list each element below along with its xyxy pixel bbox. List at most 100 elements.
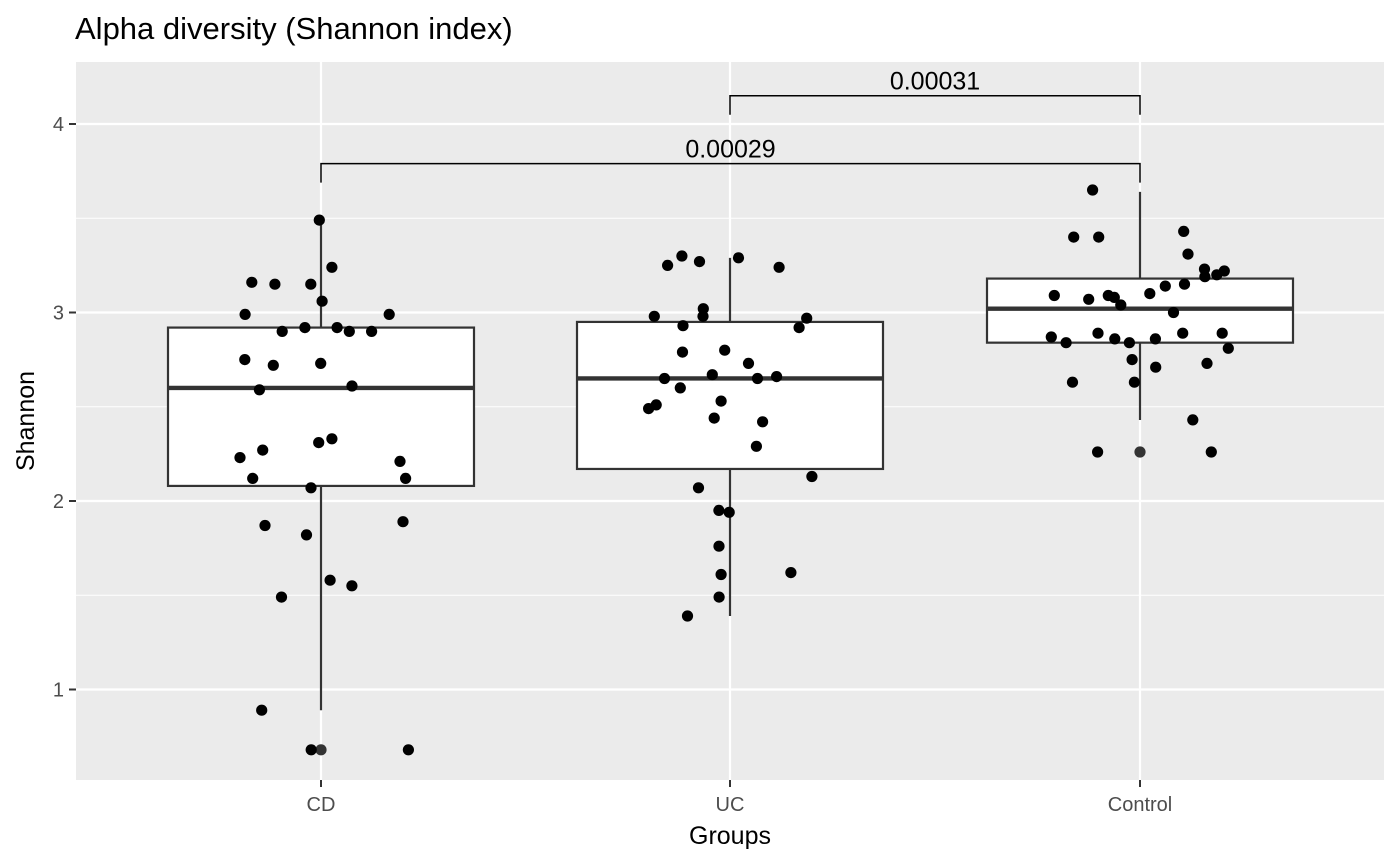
data-point [267, 359, 279, 371]
data-point [247, 472, 259, 484]
data-point [1150, 361, 1162, 373]
data-point [1201, 357, 1213, 369]
data-point [676, 250, 688, 262]
data-point [1060, 337, 1072, 349]
data-point [1222, 342, 1234, 354]
data-point [1205, 446, 1217, 458]
x-tick-label: Control [1108, 794, 1172, 816]
data-point [1083, 293, 1095, 305]
bracket-uc-control: 0.00031 [729, 68, 1141, 115]
box-iqr [575, 320, 885, 471]
data-point [681, 610, 694, 622]
data-point [276, 325, 288, 337]
data-point [662, 259, 674, 271]
data-point [234, 452, 246, 464]
axes: 1 2 3 4 CD UC Control [53, 114, 1172, 816]
x-axis-title: Groups [689, 822, 771, 850]
data-point [246, 276, 258, 288]
box-control [985, 191, 1295, 458]
data-point [1087, 184, 1099, 196]
data-point [773, 261, 785, 273]
data-point [1092, 327, 1104, 339]
data-point [742, 357, 755, 369]
data-point [366, 325, 378, 337]
y-tick-label: 3 [53, 303, 64, 325]
data-point [723, 506, 735, 518]
data-point [806, 470, 818, 483]
y-tick-label: 1 [53, 680, 64, 702]
outlier-point [315, 744, 327, 756]
data-point [1128, 376, 1140, 388]
data-point [750, 440, 763, 452]
data-point [1178, 225, 1190, 237]
data-point [793, 322, 805, 334]
data-point [715, 395, 727, 407]
box-cd [166, 220, 476, 756]
data-point [402, 744, 414, 756]
data-point [256, 704, 268, 716]
p-value-label: 0.00031 [890, 68, 980, 96]
data-point [1123, 337, 1135, 349]
data-point [275, 591, 288, 603]
data-point [1167, 306, 1180, 319]
data-point [677, 320, 689, 332]
data-point [643, 403, 655, 415]
data-point [1149, 333, 1161, 345]
data-point [1115, 299, 1127, 311]
box-plots [166, 191, 1295, 756]
p-value-label: 0.00029 [685, 136, 775, 164]
data-point [313, 214, 325, 226]
data-point [1144, 288, 1156, 300]
data-point [732, 252, 745, 264]
data-point [648, 310, 660, 322]
data-point [400, 472, 412, 484]
data-point [1048, 289, 1060, 302]
x-tick-label: CD [307, 794, 336, 816]
bracket-line [729, 94, 1141, 115]
data-point [1108, 291, 1120, 303]
data-point [239, 308, 251, 320]
data-point [305, 744, 317, 756]
data-point [1199, 271, 1211, 283]
data-point [751, 372, 764, 385]
data-point [1177, 327, 1189, 339]
data-point [771, 371, 783, 383]
data-point [305, 278, 317, 290]
data-point [708, 412, 720, 424]
data-point [346, 580, 358, 592]
data-point [1211, 269, 1223, 281]
data-point [326, 261, 338, 273]
data-point [693, 256, 706, 268]
data-point [1066, 376, 1079, 388]
box-uc [575, 257, 885, 616]
data-point [674, 382, 686, 394]
data-point [331, 322, 343, 334]
data-point [1159, 280, 1171, 292]
y-tick-label: 2 [53, 491, 64, 513]
data-point [343, 325, 355, 337]
data-point [692, 482, 705, 494]
data-point [1187, 414, 1199, 426]
chart-title: Alpha diversity (Shannon index) [75, 11, 513, 46]
data-point [1092, 446, 1104, 458]
data-point [706, 369, 718, 381]
data-point [299, 322, 311, 334]
data-point [315, 357, 327, 369]
data-point [394, 455, 406, 467]
data-point [676, 346, 689, 358]
data-point [239, 354, 251, 366]
data-point [383, 308, 395, 320]
data-point [346, 380, 358, 392]
data-point [1178, 278, 1191, 290]
data-point [324, 574, 336, 586]
data-point [713, 591, 725, 603]
data-point [253, 384, 265, 396]
box-iqr [166, 326, 476, 488]
data-point [397, 516, 409, 528]
data-point [259, 519, 271, 532]
data-point [715, 568, 727, 581]
data-point [713, 504, 725, 516]
data-point [305, 482, 317, 494]
data-point [316, 295, 328, 307]
data-point [1045, 331, 1057, 343]
